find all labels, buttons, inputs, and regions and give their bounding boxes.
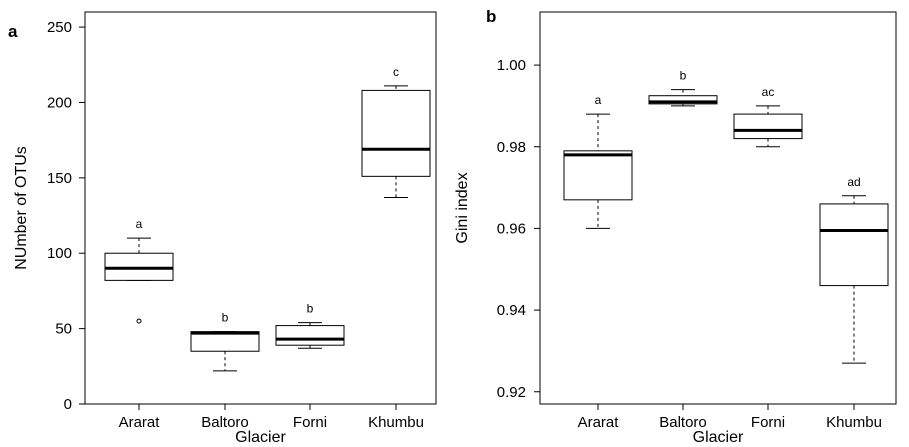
panel-b-y-tick-label: 0.94 (497, 302, 526, 319)
panel-b-x-tick-label: Ararat (578, 414, 620, 431)
panel-b-y-tick-label: 0.96 (497, 220, 526, 237)
panel-b-x-tick-label: Forni (751, 414, 785, 431)
panel-b-letter: b (486, 7, 496, 26)
panel-a-significance-label: c (393, 65, 399, 79)
panel-a-y-tick-label: 100 (47, 245, 72, 262)
panel-b-box (733, 113, 803, 140)
panel-a-x-tick-label: Baltoro (201, 414, 249, 431)
panel-b-box (563, 150, 633, 201)
panel-b-y-tick-label: 0.98 (497, 139, 526, 156)
panel-a-x-axis-title: Glacier (235, 429, 286, 446)
panel-a-significance-label: b (307, 302, 314, 316)
panel-b-y-tick-label: 0.92 (497, 384, 526, 401)
panel-a-significance-label: b (222, 311, 229, 325)
panel-b-significance-label: ad (847, 175, 860, 189)
panel-b-x-axis-title: Glacier (693, 429, 744, 446)
panel-a-y-tick-label: 0 (64, 396, 72, 413)
panel-a-x-tick-label: Ararat (119, 414, 161, 431)
panel-b-y-axis-title: Gini index (454, 172, 471, 243)
panel-a-box (190, 331, 260, 352)
panel-b-x-tick-label: Khumbu (826, 414, 882, 431)
panel-b-y-tick-label: 1.00 (497, 57, 526, 74)
panel-b-box (819, 203, 889, 287)
panel-a-outlier-point (136, 318, 142, 324)
panel-a-y-tick-label: 200 (47, 94, 72, 111)
panel-a-x-tick-label: Khumbu (368, 414, 424, 431)
panel-b-box (648, 95, 718, 105)
panel-b-x-tick-label: Baltoro (659, 414, 707, 431)
panel-a-plot-frame (84, 11, 437, 405)
panel-a-x-tick-label: Forni (293, 414, 327, 431)
panel-b-plot-frame (539, 11, 897, 405)
panel-a-letter: a (8, 22, 18, 41)
panel-a-y-tick-label: 150 (47, 170, 72, 187)
panel-b-significance-label: b (680, 69, 687, 83)
panel-a-box (104, 252, 174, 281)
panel-a-y-tick-label: 50 (55, 321, 72, 338)
panel-a-significance-label: a (136, 217, 143, 231)
panel-a-box (361, 89, 431, 177)
panel-b-significance-label: ac (762, 85, 775, 99)
panel-a-box (275, 325, 345, 346)
panel-a-y-axis-title: NUmber of OTUs (13, 146, 30, 270)
panel-b-significance-label: a (595, 93, 602, 107)
panel-a-y-tick-label: 250 (47, 19, 72, 36)
